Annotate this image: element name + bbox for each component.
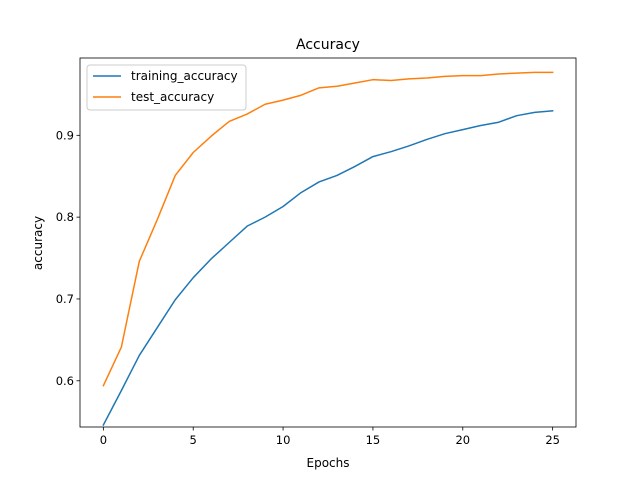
x-tick-label: 0 xyxy=(100,433,107,447)
legend-label-test_accuracy: test_accuracy xyxy=(131,90,214,104)
plot-area: 0 5 10 15 20 25 0.6 0.7 0.8 0.9 xyxy=(56,57,577,447)
chart-title: Accuracy xyxy=(296,37,360,53)
y-tick-label: 0.6 xyxy=(56,374,74,388)
legend-box xyxy=(86,64,247,111)
x-tick-label: 15 xyxy=(366,433,381,447)
axes-frame xyxy=(79,57,577,428)
y-axis-label: accuracy xyxy=(31,216,45,270)
x-tick-label: 10 xyxy=(276,433,291,447)
legend-label-training_accuracy: training_accuracy xyxy=(131,69,238,83)
x-axis-label: Epochs xyxy=(307,456,350,470)
y-tick-label: 0.7 xyxy=(56,292,74,306)
x-tick-label: 25 xyxy=(545,433,560,447)
legend: training_accuracy test_accuracy xyxy=(86,64,247,111)
y-tick-label: 0.8 xyxy=(56,210,74,224)
y-tick-label: 0.9 xyxy=(56,128,74,142)
series-line-training_accuracy xyxy=(102,109,554,426)
x-tick-label: 5 xyxy=(190,433,197,447)
x-tick-label: 20 xyxy=(455,433,470,447)
series-line-test_accuracy xyxy=(102,71,554,387)
